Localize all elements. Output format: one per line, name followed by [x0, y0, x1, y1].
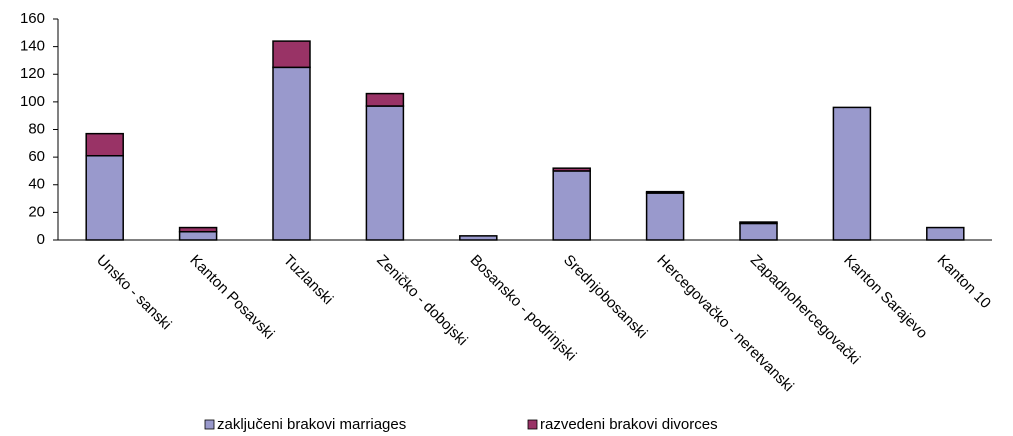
y-tick-label: 20 — [28, 203, 45, 220]
x-tick-label: Kanton Posavski — [186, 252, 277, 343]
x-tick-label: Tuzlanski — [280, 252, 336, 308]
bar-segment — [926, 226, 965, 241]
y-tick-label: 140 — [20, 38, 45, 55]
bar-segment — [459, 235, 498, 241]
bar-segment — [178, 230, 218, 241]
y-tick-label: 40 — [28, 176, 45, 193]
x-tick-label: Kanton 10 — [934, 252, 994, 312]
x-tick-label: Unsko - sanski — [93, 252, 175, 334]
x-tick-label: Zeničko - dobojski — [373, 252, 471, 350]
bar-segment — [552, 167, 591, 172]
bar-segment — [739, 222, 778, 241]
bar-segment — [365, 105, 405, 241]
legend-label: razvedeni brakovi divorces — [540, 416, 718, 433]
legend-swatch — [527, 419, 538, 430]
bar-segment — [178, 226, 218, 233]
legend-swatch — [204, 419, 215, 430]
bar-segment — [272, 40, 311, 69]
y-tick-label: 60 — [28, 148, 45, 165]
x-tick-label: Bosansko - podrinjski — [467, 252, 580, 365]
y-tick-label: 120 — [20, 65, 45, 82]
bar-segment — [272, 66, 311, 241]
x-tick-label: Srednjobosanski — [560, 252, 650, 342]
y-tick-label: 0 — [37, 231, 45, 248]
x-tick-label: Kanton Sarajevo — [840, 252, 930, 342]
bar-segment — [832, 106, 872, 241]
bar-segment — [739, 221, 778, 225]
bar-segment — [365, 92, 405, 107]
y-tick-label: 80 — [28, 120, 45, 137]
bar-segment — [85, 154, 124, 241]
bar-segment — [645, 192, 685, 241]
y-tick-label: 160 — [20, 10, 45, 27]
bar-segment — [645, 190, 685, 194]
y-tick-label: 100 — [20, 93, 45, 110]
legend-label: zaključeni brakovi marriages — [217, 416, 406, 433]
bar-segment — [552, 170, 591, 241]
bar-segment — [85, 132, 124, 157]
